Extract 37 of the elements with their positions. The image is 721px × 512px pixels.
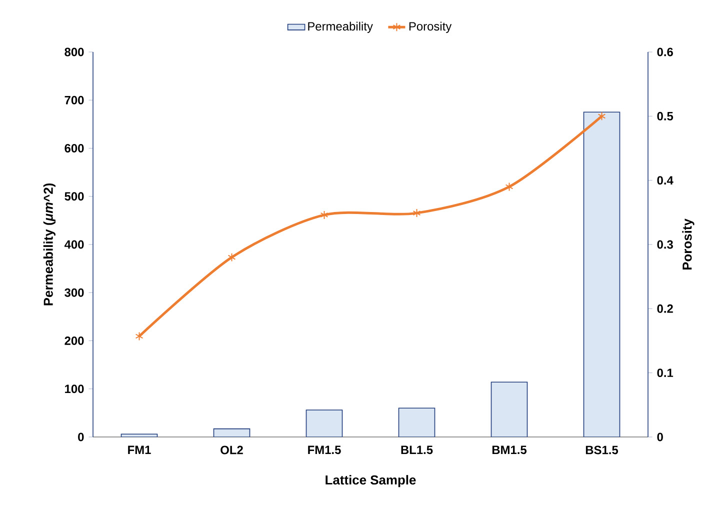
y-tick-label: 500: [64, 192, 84, 201]
x-tick-label: FM1: [128, 446, 151, 454]
bar: [490, 382, 528, 437]
point: [412, 208, 421, 218]
y-tick-label: 700: [64, 96, 84, 104]
x-tick-label: FM1.5: [308, 446, 341, 454]
bar: [306, 410, 343, 437]
legend-label: Porosity: [409, 22, 452, 33]
x-tick-label: BL1.5: [401, 446, 433, 454]
y-tick-label: 200: [64, 336, 84, 345]
bar: [398, 408, 436, 437]
y-tick-label: 300: [64, 288, 84, 297]
y2-axis-title: Porosity: [682, 218, 694, 270]
bar: [583, 112, 620, 437]
point: [505, 182, 514, 192]
y-tick-label: 800: [64, 48, 84, 56]
x-tick-label: OL2: [220, 446, 243, 454]
y2-tick-label: 0.3: [657, 240, 673, 249]
x-axis-title: Lattice Sample: [326, 475, 416, 488]
point: [228, 252, 236, 262]
y-tick-label: 400: [64, 240, 84, 249]
legend-label: Permeability: [308, 22, 373, 33]
x-tick-label: BM1.5: [492, 446, 527, 454]
y2-tick-label: 0: [657, 432, 663, 442]
y2-tick-label: 0.4: [657, 176, 674, 185]
y-tick-label: 100: [65, 384, 84, 394]
bar: [214, 428, 250, 437]
y2-tick-label: 0.5: [657, 112, 674, 120]
y2-tick-label: 0.6: [657, 48, 673, 56]
y-tick-label: 600: [64, 144, 84, 152]
x-tick-label: BS1.5: [586, 446, 618, 454]
point: [320, 210, 328, 220]
y-tick-label: 0: [78, 432, 84, 442]
y2-tick-label: 0.2: [657, 304, 673, 313]
y2-tick-label: 0.1: [657, 368, 674, 378]
point: [598, 112, 606, 121]
point: [135, 332, 144, 341]
